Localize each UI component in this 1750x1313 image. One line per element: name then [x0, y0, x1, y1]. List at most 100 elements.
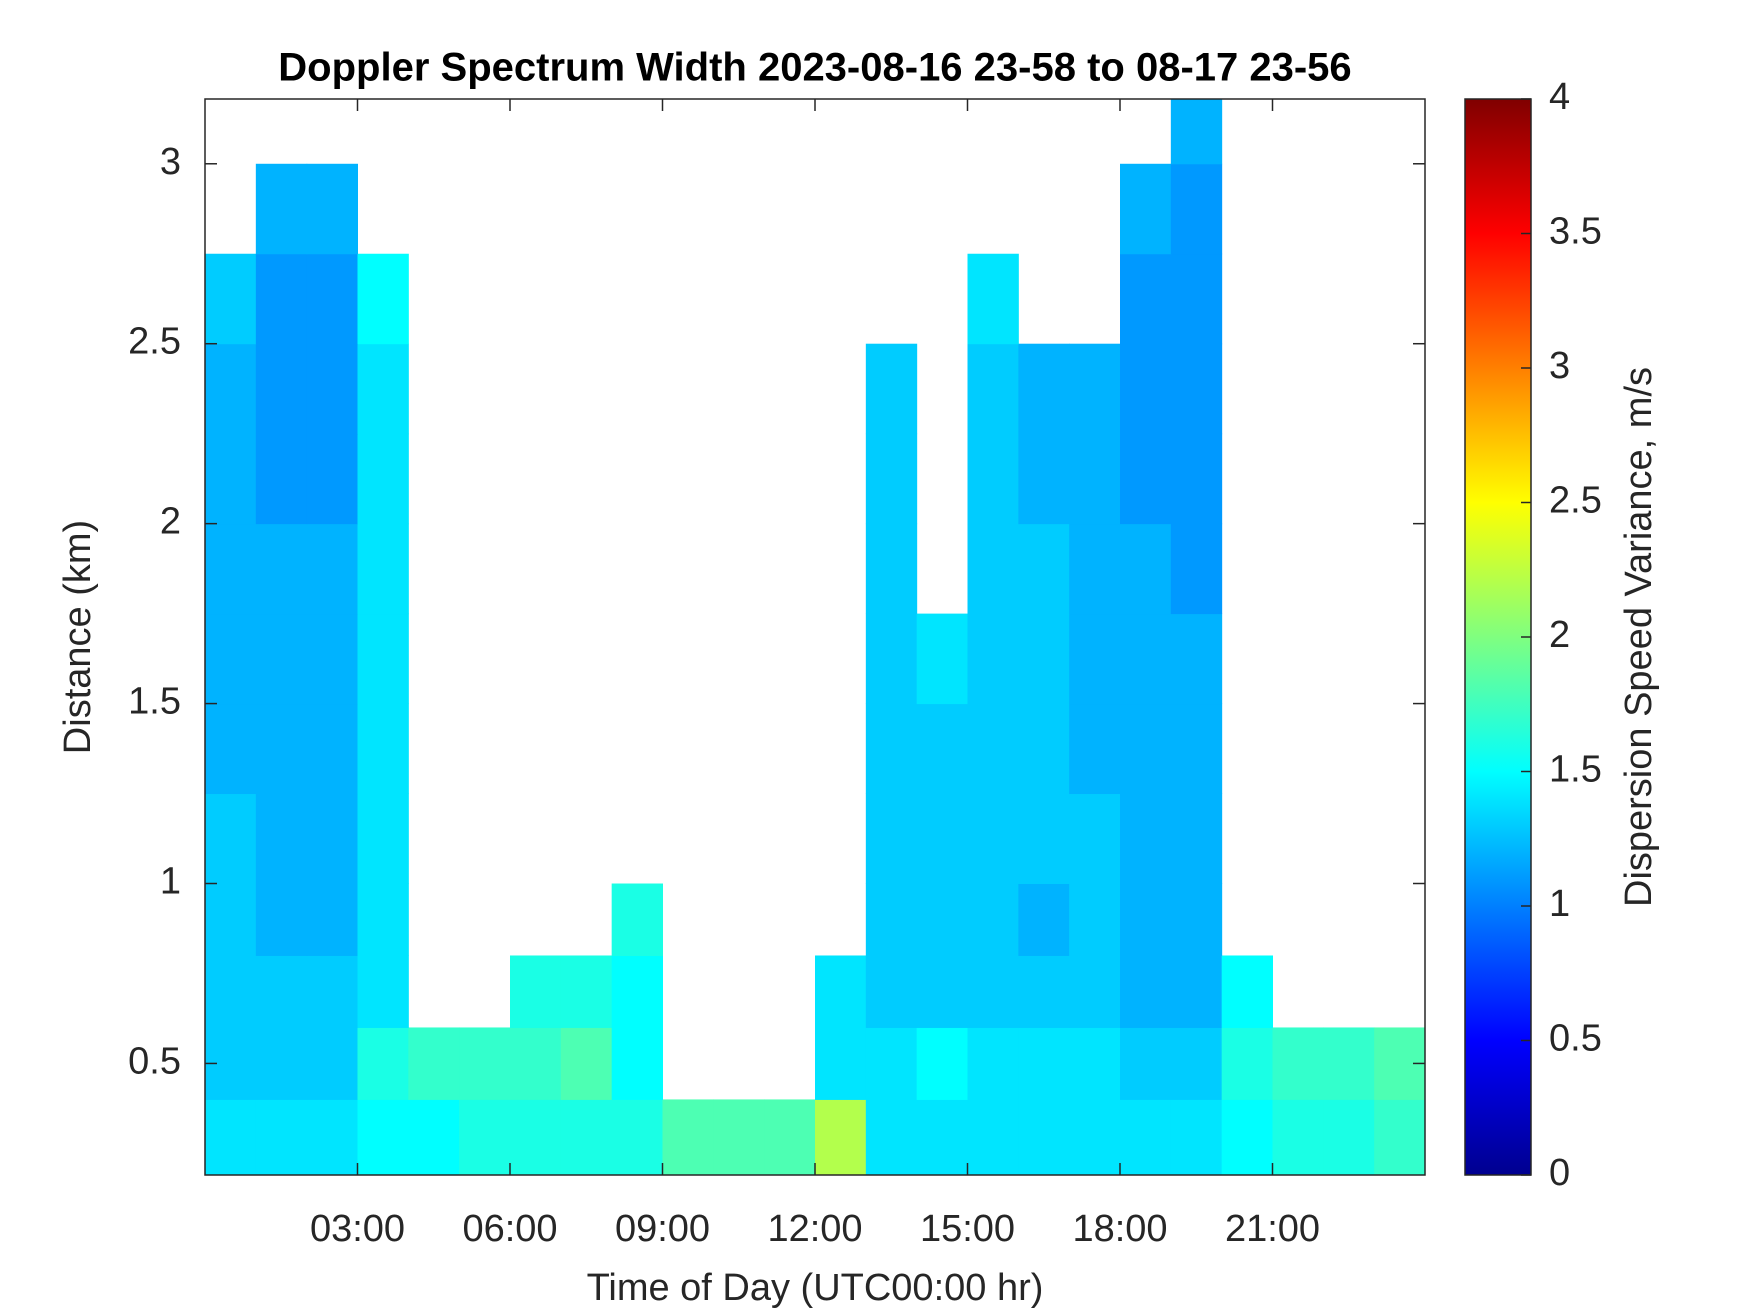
heatmap-cell — [1120, 883, 1172, 956]
heatmap-cell — [1170, 883, 1223, 956]
heatmap-cell — [255, 1027, 308, 1100]
heatmap-cell — [205, 955, 257, 1028]
heatmap-cell — [916, 703, 968, 795]
y-tick-label: 1.5 — [128, 681, 181, 723]
heatmap-cell — [967, 433, 1019, 525]
heatmap-cell — [1120, 955, 1172, 1028]
heatmap-cell — [1018, 1027, 1070, 1100]
heatmap-cell — [205, 793, 257, 885]
heatmap-cell — [560, 1027, 613, 1100]
heatmap-cell — [306, 433, 358, 525]
heatmap-cell — [1170, 1027, 1223, 1100]
heatmap-cell — [1170, 613, 1223, 705]
heatmap-cell — [255, 955, 308, 1028]
heatmap-cell — [1069, 703, 1121, 795]
heatmap-cell — [306, 883, 358, 956]
y-tick-label: 0.5 — [128, 1040, 181, 1082]
heatmap-cell — [1170, 523, 1223, 615]
heatmap-cell — [357, 703, 409, 795]
heatmap-cell — [1221, 1099, 1273, 1176]
heatmap-cell — [1120, 703, 1172, 795]
heatmap-cell — [1221, 1027, 1273, 1100]
heatmap-cell — [1069, 955, 1121, 1028]
heatmap-cell — [255, 433, 308, 525]
heatmap-cell — [205, 613, 257, 705]
heatmap-cell — [255, 793, 308, 885]
heatmap-cell — [662, 1099, 714, 1176]
heatmap-cell — [357, 253, 409, 345]
heatmap-cell — [255, 883, 308, 956]
heatmap-cell — [713, 1099, 765, 1176]
heatmap-cell — [865, 703, 918, 795]
heatmap-cell — [1120, 523, 1172, 615]
heatmap-cell — [611, 1099, 663, 1176]
colorbar-tick-label: 2 — [1549, 614, 1570, 656]
heatmap-cell — [1120, 253, 1172, 345]
heatmap-cell — [916, 955, 968, 1028]
x-axis-label: Time of Day (UTC00:00 hr) — [587, 1267, 1044, 1309]
heatmap-cell — [815, 955, 867, 1028]
heatmap-cell — [916, 883, 968, 956]
colorbar-tick-label: 0.5 — [1549, 1018, 1602, 1060]
heatmap-cell — [1272, 1027, 1324, 1100]
x-tick-label: 15:00 — [920, 1208, 1015, 1250]
heatmap-cell — [916, 1099, 968, 1176]
heatmap-cell — [408, 1027, 460, 1100]
heatmap-cell — [1221, 955, 1273, 1028]
heatmap-cell — [865, 523, 918, 615]
heatmap-cell — [306, 163, 358, 255]
colorbar-tick-label: 1 — [1549, 883, 1570, 925]
heatmap-cell — [967, 613, 1019, 705]
heatmap-cell — [815, 1027, 867, 1100]
colorbar-label: Dispersion Speed Variance, m/s — [1618, 367, 1660, 907]
heatmap-cell — [205, 433, 257, 525]
heatmap-cell — [459, 1027, 511, 1100]
heatmap-cell — [967, 883, 1019, 956]
heatmap-cell — [1069, 1099, 1121, 1176]
heatmap-cell — [764, 1099, 816, 1176]
heatmap-cell — [865, 1099, 918, 1176]
heatmap-cell — [357, 1027, 409, 1100]
heatmap-cell — [205, 343, 257, 435]
heatmap-cell — [1170, 99, 1223, 165]
heatmap-cell — [1018, 703, 1070, 795]
heatmap-cell — [1018, 523, 1070, 615]
heatmap-cell — [357, 523, 409, 615]
heatmap-cell — [205, 703, 257, 795]
colorbar — [1464, 98, 1532, 1176]
heatmap-cell — [357, 883, 409, 956]
heatmap-cell — [967, 1099, 1019, 1176]
heatmap-cell — [1120, 163, 1172, 255]
heatmap-cell — [865, 955, 918, 1028]
heatmap-cell — [1374, 1099, 1426, 1176]
heatmap-cell — [611, 955, 663, 1028]
heatmap-cell — [1018, 793, 1070, 885]
heatmap-cell — [306, 793, 358, 885]
heatmap-cell — [865, 613, 918, 705]
heatmap-cell — [1069, 883, 1121, 956]
heatmap-cell — [255, 523, 308, 615]
heatmap-cell — [815, 1099, 867, 1176]
colorbar-tick-label: 0 — [1549, 1152, 1570, 1194]
heatmap-cell — [967, 703, 1019, 795]
heatmap-cell — [560, 955, 613, 1028]
heatmap-cell — [1120, 793, 1172, 885]
heatmap-cell — [255, 343, 308, 435]
heatmap-cell — [916, 1027, 968, 1100]
heatmap-cell — [1170, 433, 1223, 525]
heatmap-cell — [510, 1027, 562, 1100]
heatmap-cell — [1018, 1099, 1070, 1176]
heatmap-cell — [1170, 343, 1223, 435]
x-tick-label: 03:00 — [310, 1208, 405, 1250]
y-tick-label: 2.5 — [128, 321, 181, 363]
heatmap-cell — [1018, 343, 1070, 435]
heatmap-cell — [1170, 703, 1223, 795]
heatmap-cell — [255, 253, 308, 345]
heatmap-cell — [357, 1099, 409, 1176]
heatmap-cell — [1069, 523, 1121, 615]
heatmap-cell — [306, 253, 358, 345]
heatmap-cell — [205, 523, 257, 615]
heatmap-cell — [865, 433, 918, 525]
heatmap-cell — [306, 703, 358, 795]
